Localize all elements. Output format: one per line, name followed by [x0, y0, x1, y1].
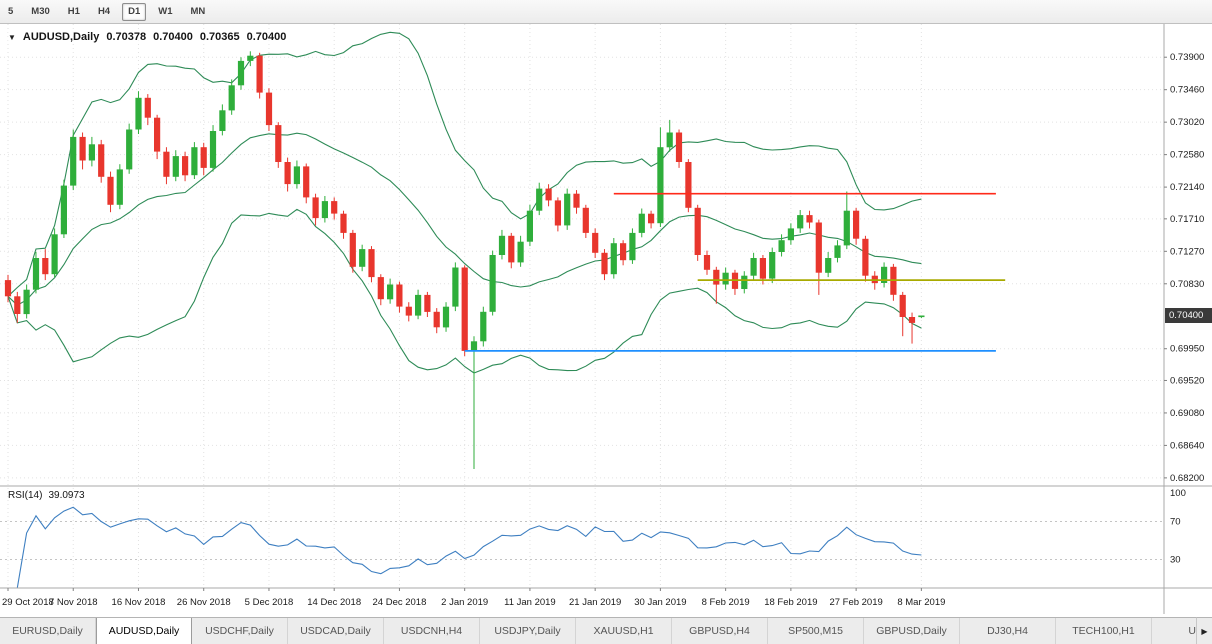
date-axis-label: 26 Nov 2018 — [177, 597, 231, 608]
timeframe-toolbar: 5 M30 H1 H4 D1 W1 MN — [0, 0, 1212, 24]
chart-tab-USDCHF,Daily[interactable]: USDCHF,Daily — [192, 618, 288, 644]
price-axis-label: 0.73460 — [1170, 85, 1204, 96]
bollinger-lower-band — [7, 208, 922, 374]
rsi-line — [16, 506, 922, 589]
price-axis-label: 0.68200 — [1170, 473, 1204, 484]
chart-tab-DJ30,H4[interactable]: DJ30,H4 — [960, 618, 1056, 644]
date-axis-label: 14 Dec 2018 — [307, 597, 361, 608]
price-axis-label: 0.69520 — [1170, 375, 1204, 386]
price-axis-label: 0.71710 — [1170, 214, 1204, 225]
price-axis-label: 0.72580 — [1170, 150, 1204, 161]
bollinger-upper-band — [7, 31, 922, 297]
bollinger-middle-band — [7, 132, 922, 306]
rsi-axis-label: 30 — [1170, 555, 1181, 566]
chart-tab-TECH100,H1[interactable]: TECH100,H1 — [1056, 618, 1152, 644]
date-axis-label: 30 Jan 2019 — [634, 597, 686, 608]
date-axis-label: 8 Feb 2019 — [702, 597, 750, 608]
bollinger-bands — [7, 31, 922, 374]
rsi-indicator-label: RSI(14) 39.0973 — [8, 490, 85, 501]
grid-layer — [0, 24, 1164, 588]
chart-tab-EURUSD,Daily[interactable]: EURUSD,Daily — [0, 618, 96, 644]
date-axis-label: 27 Feb 2019 — [829, 597, 882, 608]
date-axis-label: 11 Jan 2019 — [504, 597, 556, 608]
current-price-tag: 0.70400 — [1165, 308, 1212, 323]
trendlines-layer — [464, 192, 1006, 352]
chart-tab-SP500,M15[interactable]: SP500,M15 — [768, 618, 864, 644]
date-axis-label: 2 Jan 2019 — [441, 597, 488, 608]
period-button-H4[interactable]: H4 — [92, 3, 116, 21]
period-button-5[interactable]: 5 — [2, 3, 19, 21]
price-axis-label: 0.69950 — [1170, 344, 1204, 355]
period-button-H1[interactable]: H1 — [62, 3, 86, 21]
chart-tab-XAUUSD,H1[interactable]: XAUUSD,H1 — [576, 618, 672, 644]
date-axis-label: 29 Oct 2018 — [2, 597, 54, 608]
price-axis-label: 0.70830 — [1170, 279, 1204, 290]
chart-tab-USDCNH,H4[interactable]: USDCNH,H4 — [384, 618, 480, 644]
chart-tab-GBPUSD,Daily[interactable]: GBPUSD,Daily — [864, 618, 960, 644]
chart-open-value: 0.70378 — [106, 31, 147, 43]
price-axis-label: 0.71270 — [1170, 246, 1204, 257]
date-axis-label: 21 Jan 2019 — [569, 597, 621, 608]
date-axis-label: 18 Feb 2019 — [764, 597, 817, 608]
period-button-D1[interactable]: D1 — [122, 2, 147, 21]
chart-title: ▼ AUDUSD,Daily 0.70378 0.70400 0.70365 0… — [8, 31, 287, 43]
chart-high-value: 0.70400 — [153, 31, 193, 43]
period-button-MN[interactable]: MN — [185, 3, 212, 21]
rsi-indicator-name: RSI(14) — [8, 490, 43, 501]
chart-tab-USDJPY,Daily[interactable]: USDJPY,Daily — [480, 618, 576, 644]
chart-tab-USDCAD,Daily[interactable]: USDCAD,Daily — [288, 618, 384, 644]
chart-tab-AUDUSD,Daily[interactable]: AUDUSD,Daily — [96, 618, 192, 644]
price-axis-label: 0.68640 — [1170, 440, 1204, 451]
chart-symbol-label: AUDUSD,Daily — [22, 31, 100, 43]
date-axis-label: 5 Dec 2018 — [245, 597, 294, 608]
date-axis-label: 7 Nov 2018 — [49, 597, 98, 608]
date-axis-label: 24 Dec 2018 — [373, 597, 427, 608]
period-button-M30[interactable]: M30 — [25, 3, 55, 21]
chart-close-value: 0.70400 — [246, 31, 287, 43]
price-axis-label: 0.72140 — [1170, 182, 1204, 193]
rsi-axis-label: 70 — [1170, 517, 1181, 528]
rsi-panel — [0, 506, 1164, 589]
date-axis-label: 8 Mar 2019 — [897, 597, 945, 608]
price-axis-label: 0.73900 — [1170, 52, 1204, 63]
price-axis-label: 0.73020 — [1170, 117, 1204, 128]
chart-symbol-icon: ▼ — [8, 32, 16, 42]
period-button-W1[interactable]: W1 — [152, 3, 178, 21]
rsi-axis-label: 100 — [1170, 488, 1186, 499]
tab-scroll-right-icon[interactable]: ▶ — [1196, 617, 1212, 644]
rsi-indicator-value: 39.0973 — [48, 490, 85, 501]
candles-layer — [4, 51, 925, 469]
price-axis-label: 0.69080 — [1170, 408, 1204, 419]
chart-tab-GBPUSD,H4[interactable]: GBPUSD,H4 — [672, 618, 768, 644]
chart-tabs-bar: EURUSD,Daily AUDUSD,Daily USDCHF,Daily USDC… — [0, 617, 1212, 644]
date-axis-label: 16 Nov 2018 — [112, 597, 166, 608]
chart-low-value: 0.70365 — [199, 31, 240, 43]
axis-layer: 0.73900 0.73460 0.73020 0.72580 0.72140 0.717… — [0, 24, 1212, 614]
